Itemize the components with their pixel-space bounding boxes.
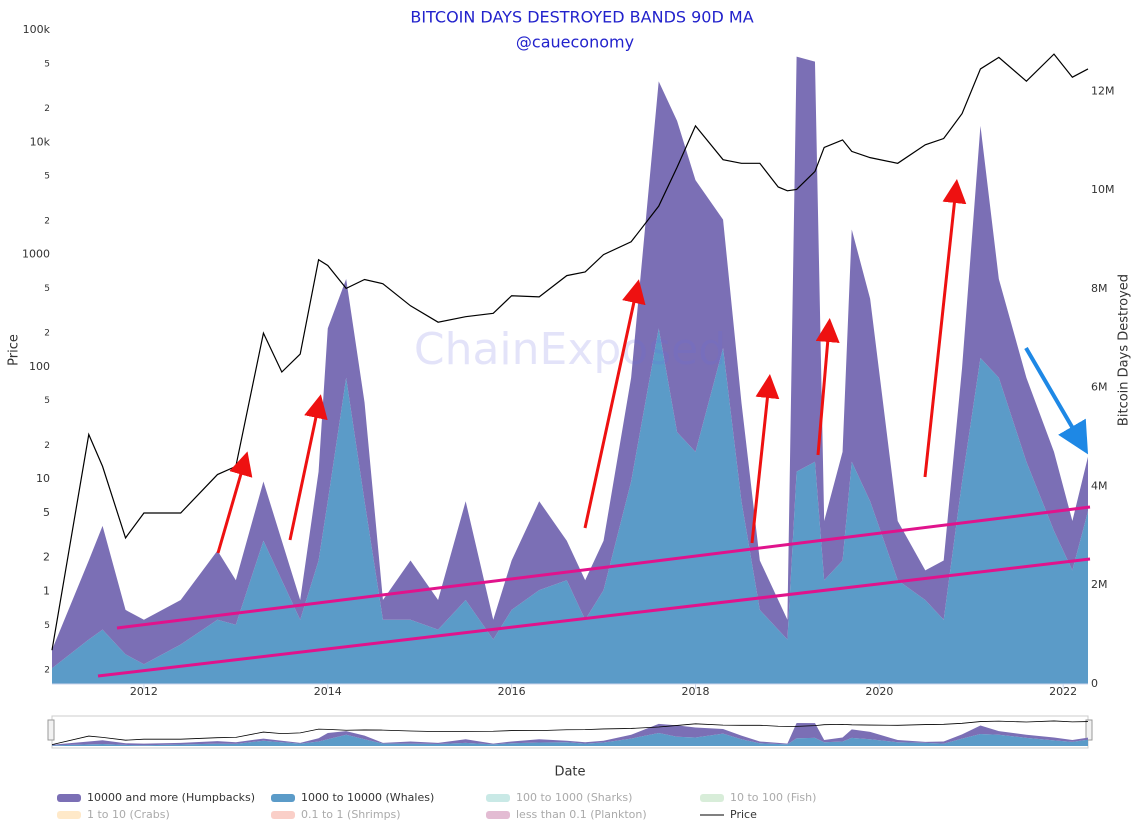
plot-area: 100k 5 2 10k 5 2 1000 5 2 100 5 2 10 5 2 1 5 2 0 2M 4M 6M 8M 10… [22, 23, 1115, 698]
arrow [288, 394, 328, 541]
y-tick-label: 2 [44, 329, 50, 339]
price-line [51, 53, 1089, 651]
y2-tick-label: 2M [1091, 578, 1108, 591]
legend-symbol [271, 794, 295, 802]
chart-title: BITCOIN DAYS DESTROYED BANDS 90D MA [410, 8, 753, 27]
y2-axis-title: Bitcoin Days Destroyed [1117, 274, 1132, 426]
legend-symbol [57, 811, 81, 819]
y-tick-label: 1 [43, 584, 50, 597]
y-tick-label: 100k [23, 23, 51, 36]
legend-symbol [700, 794, 724, 802]
legend-label: 0.1 to 1 (Shrimps) [301, 808, 401, 821]
y-tick-label: 10 [36, 472, 50, 485]
area [52, 328, 1088, 684]
y-tick-label: 5 [44, 284, 50, 294]
y-tick-label: 5 [44, 59, 50, 69]
legend-item[interactable]: 10 to 100 (Fish) [700, 791, 816, 804]
legend-symbol [486, 811, 510, 819]
y-tick-label: 5 [44, 172, 50, 182]
arrow [583, 279, 646, 529]
navigator-handle[interactable] [1085, 719, 1093, 741]
y-tick-label: 2 [44, 665, 50, 675]
legend-item[interactable]: 100 to 1000 (Sharks) [486, 791, 632, 804]
legend: 10000 and more (Humpbacks) 1000 to 10000 … [57, 791, 816, 821]
trend-line [97, 557, 1091, 678]
navigator-handle[interactable] [47, 719, 55, 741]
y2-tick-label: 12M [1091, 84, 1115, 97]
legend-label: 10 to 100 (Fish) [730, 791, 816, 804]
arrow [1024, 346, 1089, 455]
legend-label: Price [730, 808, 757, 821]
x-tick-label: 2018 [681, 685, 709, 698]
y-tick-label: 5 [44, 396, 50, 406]
x-axis-title: Date [554, 765, 585, 780]
arrow [750, 374, 780, 544]
annotations [97, 179, 1091, 678]
legend-label: less than 0.1 (Plankton) [516, 808, 647, 821]
watermark: ChainExposed [414, 324, 726, 375]
y-axis-title: Price [7, 334, 22, 366]
chart-subtitle: @caueconomy [516, 33, 634, 52]
legend-item[interactable]: less than 0.1 (Plankton) [486, 808, 647, 821]
x-tick-label: 2020 [865, 685, 893, 698]
y2-tick-label: 8M [1091, 282, 1108, 295]
x-tick-label: 2022 [1049, 685, 1077, 698]
navigator-area [52, 732, 1088, 746]
y2-tick-label: 0 [1091, 677, 1098, 690]
y2-tick-label: 4M [1091, 479, 1108, 492]
y-tick-label: 10k [30, 135, 51, 148]
legend-label: 1 to 10 (Crabs) [87, 808, 170, 821]
arrow [216, 451, 253, 554]
x-tick-label: 2012 [130, 685, 158, 698]
y2-tick-label: 6M [1091, 381, 1108, 394]
legend-item[interactable]: 10000 and more (Humpbacks) [57, 791, 255, 804]
x-tick-label: 2016 [498, 685, 526, 698]
navigator-line [51, 720, 1089, 746]
y-tick-label: 5 [43, 506, 50, 519]
legend-item[interactable]: 1000 to 10000 (Whales) [271, 791, 434, 804]
legend-label: 10000 and more (Humpbacks) [87, 791, 255, 804]
navigator [47, 715, 1093, 749]
trend-line [116, 505, 1091, 630]
y-tick-label: 2 [44, 104, 50, 114]
legend-symbol [57, 794, 81, 802]
arrow [815, 318, 840, 456]
y-tick-label: 2 [43, 551, 50, 564]
arrow [923, 179, 967, 478]
legend-symbol [271, 811, 295, 819]
x-tick-label: 2014 [314, 685, 342, 698]
y-tick-label: 2 [44, 216, 50, 226]
legend-item[interactable]: 0.1 to 1 (Shrimps) [271, 808, 401, 821]
legend-item[interactable]: Price [700, 808, 757, 821]
y2-tick-label: 10M [1091, 183, 1115, 196]
y-tick-label: 1000 [22, 248, 50, 261]
legend-symbol [486, 794, 510, 802]
y-tick-label: 100 [29, 360, 50, 373]
legend-item[interactable]: 1 to 10 (Crabs) [57, 808, 170, 821]
navigator-area [52, 722, 1088, 746]
y-tick-label: 5 [44, 621, 50, 631]
y-tick-label: 2 [44, 441, 50, 451]
legend-label: 1000 to 10000 (Whales) [301, 791, 434, 804]
area [52, 56, 1088, 669]
legend-label: 100 to 1000 (Sharks) [516, 791, 632, 804]
